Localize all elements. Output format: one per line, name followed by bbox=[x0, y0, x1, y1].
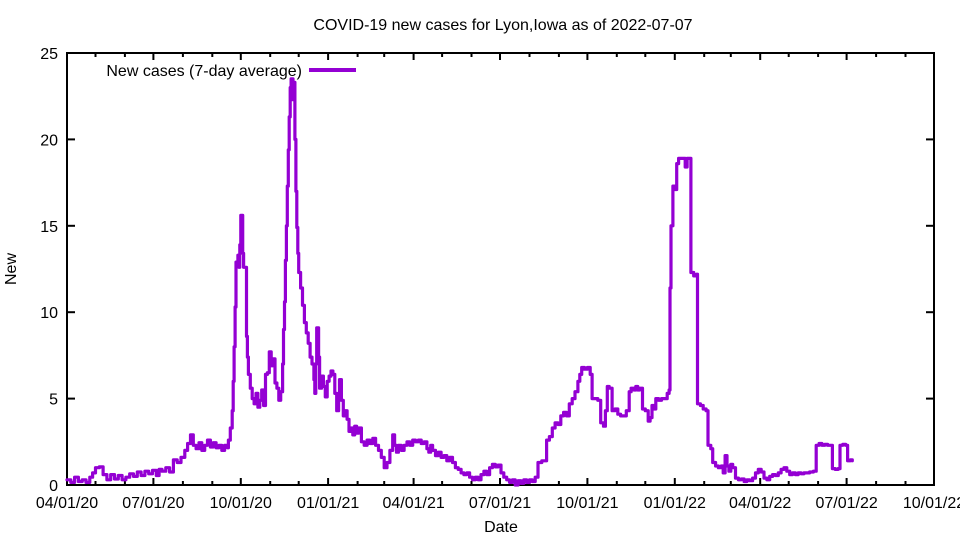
y-tick-label: 0 bbox=[49, 478, 58, 495]
y-tick-label: 15 bbox=[40, 219, 58, 236]
chart-plot-area: 04/01/20 07/01/20 10/01/20 01/01/21 04/01/21… bbox=[36, 46, 960, 512]
plot-border bbox=[66, 52, 935, 486]
x-tick-label: 07/01/22 bbox=[815, 495, 877, 512]
chart-title: COVID-19 new cases for Lyon,Iowa as of 2… bbox=[313, 17, 692, 34]
x-tick-label: 01/01/21 bbox=[297, 495, 359, 512]
x-tick-label: 10/01/21 bbox=[556, 495, 618, 512]
x-axis-label: Date bbox=[484, 519, 518, 536]
x-tick-label: 01/01/22 bbox=[644, 495, 706, 512]
y-tick-label: 20 bbox=[40, 132, 58, 149]
x-tick-label: 04/01/21 bbox=[382, 495, 444, 512]
y-axis-label: New bbox=[3, 253, 20, 285]
x-tick-label: 07/01/21 bbox=[469, 495, 531, 512]
x-tick-label: 10/01/22 bbox=[903, 495, 960, 512]
new-cases-series-line bbox=[65, 77, 854, 487]
y-tick-label: 25 bbox=[40, 46, 58, 63]
x-tick-label: 04/01/20 bbox=[36, 495, 98, 512]
y-tick-label: 5 bbox=[49, 392, 58, 409]
y-tick-label: 10 bbox=[40, 305, 58, 322]
x-tick-label: 07/01/20 bbox=[122, 495, 184, 512]
x-tick-label: 04/01/22 bbox=[729, 495, 791, 512]
x-tick-label: 10/01/20 bbox=[210, 495, 272, 512]
legend-label: New cases (7-day average) bbox=[106, 63, 302, 80]
